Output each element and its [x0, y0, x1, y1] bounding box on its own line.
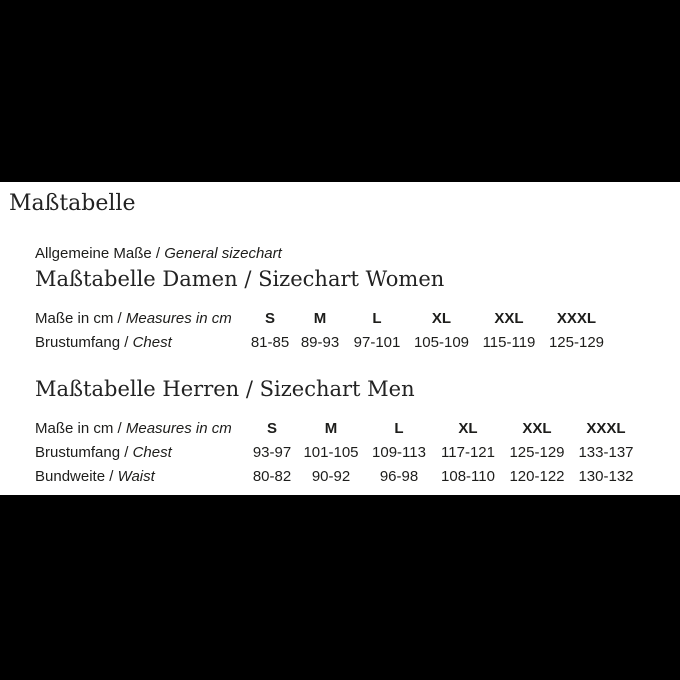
measurement-value: 130-132	[578, 467, 634, 485]
measurement-value: 93-97	[252, 443, 292, 461]
measurement-value: 125-129	[509, 443, 565, 461]
size-header: XXXL	[556, 309, 597, 327]
measurement-value: 80-82	[252, 467, 292, 485]
measurement-value: 96-98	[379, 467, 419, 485]
men-section-heading: Maßtabelle Herren / Sizechart Men	[35, 377, 415, 401]
measure-unit-label: Maße in cm / Measures in cm	[35, 419, 232, 437]
measurement-value: 89-93	[300, 333, 340, 351]
top-letterbox	[0, 0, 680, 182]
men-size-table: Maße in cm / Measures in cm S M L XL XXL…	[35, 416, 640, 488]
bottom-letterbox	[0, 495, 680, 680]
subtitle-english: General sizechart	[164, 245, 282, 262]
measurement-value: 97-101	[353, 333, 401, 351]
measurement-value: 125-129	[548, 333, 605, 351]
size-header: S	[264, 309, 275, 327]
size-header: S	[266, 419, 277, 437]
row-label: Brustumfang / Chest	[35, 443, 172, 461]
document-subtitle: Allgemeine Maße / General sizechart	[35, 245, 680, 263]
size-header: L	[372, 309, 382, 327]
table-header-row: Maße in cm / Measures in cm S M L XL XXL…	[35, 416, 640, 440]
size-header: XXXL	[586, 419, 626, 437]
size-header: L	[394, 419, 404, 437]
measurement-value: 120-122	[509, 467, 565, 485]
row-label: Bundweite / Waist	[35, 467, 155, 485]
table-row-waist: Bundweite / Waist 80-82 90-92 96-98 108-…	[35, 464, 640, 488]
measurement-value: 90-92	[311, 467, 351, 485]
subtitle-german: Allgemeine Maße /	[35, 245, 161, 262]
women-section-heading: Maßtabelle Damen / Sizechart Women	[35, 267, 445, 291]
sizechart-document: Maßtabelle Allgemeine Maße / General siz…	[0, 182, 680, 495]
measurement-value: 108-110	[441, 467, 495, 485]
women-size-table: Maße in cm / Measures in cm S M L XL XXL…	[35, 306, 610, 354]
measurement-value: 101-105	[303, 443, 359, 461]
size-header: XL	[458, 419, 478, 437]
table-row-chest: Brustumfang / Chest 81-85 89-93 97-101 1…	[35, 330, 610, 354]
size-header: XXL	[522, 419, 552, 437]
measurement-value: 115-119	[482, 333, 536, 351]
measurement-value: 117-121	[441, 443, 495, 461]
measurement-value: 109-113	[372, 443, 426, 461]
measurement-value: 81-85	[250, 333, 290, 351]
measure-unit-label: Maße in cm / Measures in cm	[35, 309, 232, 327]
measurement-value: 105-109	[413, 333, 470, 351]
size-header: M	[313, 309, 327, 327]
size-header: M	[324, 419, 338, 437]
size-header: XXL	[494, 309, 524, 327]
row-label: Brustumfang / Chest	[35, 333, 172, 351]
table-header-row: Maße in cm / Measures in cm S M L XL XXL…	[35, 306, 610, 330]
table-row-chest: Brustumfang / Chest 93-97 101-105 109-11…	[35, 440, 640, 464]
size-header: XL	[431, 309, 452, 327]
document-title: Maßtabelle	[9, 191, 136, 216]
measurement-value: 133-137	[578, 443, 634, 461]
